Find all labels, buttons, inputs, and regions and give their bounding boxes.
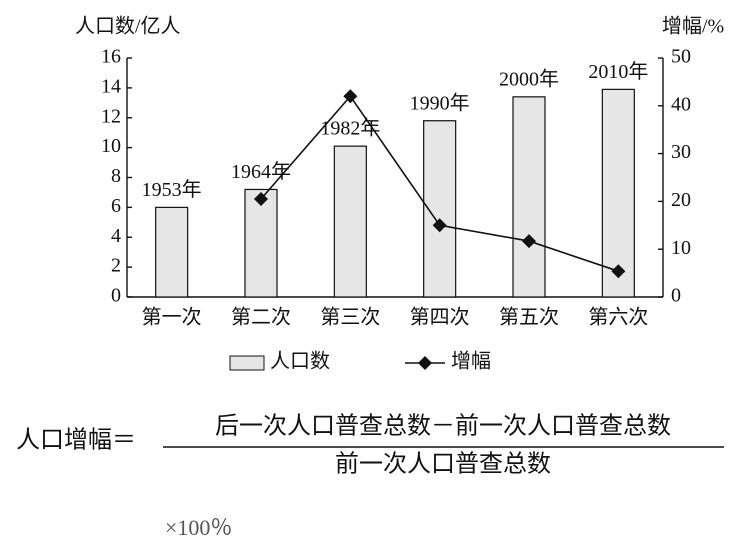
y-tick-label: 8 bbox=[111, 165, 121, 187]
bar-annotation: 1964年 bbox=[231, 160, 291, 183]
bar bbox=[155, 206, 189, 298]
x-tick-label: 第三次 bbox=[320, 306, 380, 329]
formula-denominator: 前一次人口普查总数 bbox=[335, 451, 551, 478]
bar-annotation: 2010年 bbox=[588, 60, 648, 83]
legend-swatch bbox=[229, 355, 265, 371]
y-tick-label: 4 bbox=[111, 225, 121, 247]
y2-tick-label: 10 bbox=[671, 237, 691, 259]
bar bbox=[601, 88, 635, 298]
formula-numerator: 后一次人口普查总数－前一次人口普查总数 bbox=[215, 413, 671, 440]
x-tick-label: 第二次 bbox=[231, 306, 291, 329]
bar-annotation: 1982年 bbox=[320, 117, 380, 140]
y2-axis-title: 增幅/% bbox=[662, 15, 724, 38]
y-tick-label: 2 bbox=[111, 255, 121, 277]
line-marker bbox=[522, 234, 536, 249]
bar bbox=[333, 145, 367, 298]
bar bbox=[512, 96, 546, 298]
legend-label: 增幅 bbox=[451, 350, 491, 373]
legend-swatch-marker bbox=[418, 356, 432, 370]
line-marker bbox=[343, 89, 358, 104]
bar-annotation: 2000年 bbox=[499, 67, 559, 90]
y-tick-label: 0 bbox=[111, 285, 121, 307]
y-tick-label: 16 bbox=[101, 46, 121, 68]
bar-annotation: 1990年 bbox=[410, 91, 470, 114]
legend-label: 人口数 bbox=[270, 350, 330, 373]
line-marker bbox=[611, 264, 626, 279]
y-tick-label: 14 bbox=[101, 75, 121, 97]
y2-tick-label: 40 bbox=[671, 93, 691, 115]
formula-left: 人口增幅＝ bbox=[16, 427, 136, 454]
formula-factor: ×100％ bbox=[165, 515, 232, 540]
y-tick-label: 12 bbox=[101, 105, 121, 127]
y-tick-label: 10 bbox=[101, 135, 121, 157]
x-tick-label: 第一次 bbox=[142, 306, 202, 329]
x-tick-label: 第四次 bbox=[410, 306, 470, 329]
y2-tick-label: 20 bbox=[671, 189, 691, 211]
y-tick-label: 6 bbox=[111, 195, 121, 217]
y2-tick-label: 50 bbox=[671, 46, 691, 68]
y2-tick-label: 0 bbox=[671, 285, 681, 307]
bar bbox=[244, 188, 278, 298]
y-axis-title: 人口数/亿人 bbox=[75, 15, 181, 38]
line-marker bbox=[432, 218, 447, 233]
bar-annotation: 1953年 bbox=[142, 178, 202, 201]
x-tick-label: 第六次 bbox=[588, 306, 648, 329]
y2-tick-label: 30 bbox=[671, 141, 691, 163]
x-tick-label: 第五次 bbox=[499, 306, 559, 329]
line-marker bbox=[254, 192, 268, 207]
